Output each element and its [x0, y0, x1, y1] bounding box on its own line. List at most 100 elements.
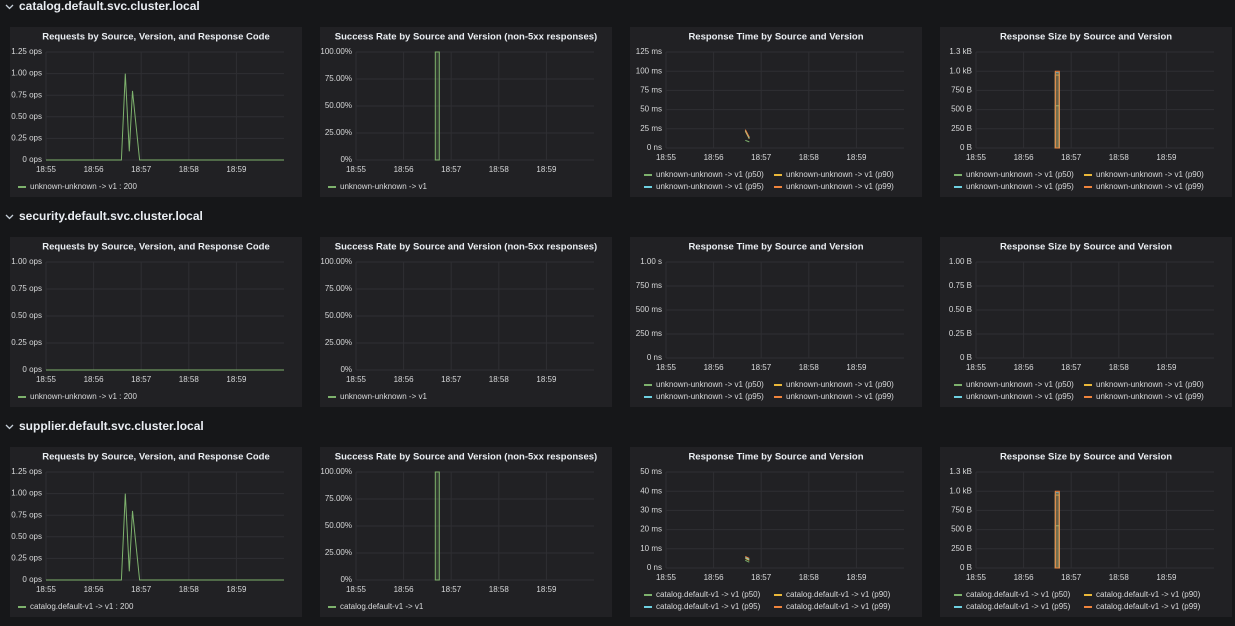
legend-label[interactable]: unknown-unknown -> v1 : 200 — [30, 392, 138, 401]
y-tick-label: 25.00% — [325, 128, 352, 137]
x-tick-label: 18:59 — [1156, 363, 1177, 372]
x-tick-label: 18:57 — [131, 585, 152, 594]
panel-title: Requests by Source, Version, and Respons… — [42, 32, 270, 43]
x-tick-label: 18:57 — [1061, 153, 1082, 162]
series-line — [46, 493, 284, 581]
y-tick-label: 10 ms — [640, 544, 662, 553]
legend-label[interactable]: catalog.default-v1 -> v1 (p95) — [656, 602, 761, 611]
y-tick-label: 250 B — [951, 544, 972, 553]
y-tick-label: 0 ns — [647, 353, 662, 362]
panel — [630, 447, 922, 617]
y-tick-label: 500 ms — [636, 305, 662, 314]
y-tick-label: 50.00% — [325, 521, 352, 530]
legend-label[interactable]: catalog.default-v1 -> v1 (p50) — [656, 590, 761, 599]
y-tick-label: 1.00 ops — [11, 257, 42, 266]
legend-label[interactable]: unknown-unknown -> v1 (p95) — [966, 182, 1074, 191]
x-tick-label: 18:57 — [751, 153, 772, 162]
y-tick-label: 0 B — [960, 353, 972, 362]
legend-label[interactable]: unknown-unknown -> v1 (p99) — [786, 392, 894, 401]
y-tick-label: 0% — [340, 365, 352, 374]
y-tick-label: 0 ops — [22, 575, 42, 584]
legend-label[interactable]: unknown-unknown -> v1 (p95) — [656, 182, 764, 191]
x-tick-label: 18:55 — [656, 363, 677, 372]
legend-label[interactable]: catalog.default-v1 -> v1 (p99) — [786, 602, 891, 611]
y-tick-label: 0.25 ops — [11, 134, 42, 143]
x-tick-label: 18:57 — [441, 585, 462, 594]
y-tick-label: 0.25 ops — [11, 338, 42, 347]
panel — [10, 27, 302, 197]
legend-label[interactable]: unknown-unknown -> v1 — [340, 182, 427, 191]
x-tick-label: 18:57 — [131, 165, 152, 174]
panel-title: Success Rate by Source and Version (non-… — [335, 32, 597, 43]
x-tick-label: 18:55 — [346, 585, 367, 594]
x-tick-label: 18:58 — [799, 573, 820, 582]
y-tick-label: 75 ms — [640, 86, 662, 95]
x-tick-label: 18:59 — [846, 153, 867, 162]
legend-label[interactable]: unknown-unknown -> v1 — [340, 392, 427, 401]
x-tick-label: 18:56 — [84, 375, 105, 384]
series-area — [1054, 70, 1060, 149]
legend-label[interactable]: catalog.default-v1 -> v1 : 200 — [30, 602, 134, 611]
x-tick-label: 18:59 — [1156, 153, 1177, 162]
legend-label[interactable]: unknown-unknown -> v1 (p99) — [1096, 392, 1204, 401]
legend-label[interactable]: unknown-unknown -> v1 (p95) — [656, 392, 764, 401]
panel — [940, 27, 1232, 197]
legend-label[interactable]: catalog.default-v1 -> v1 (p90) — [786, 590, 891, 599]
legend-label[interactable]: unknown-unknown -> v1 (p90) — [786, 380, 894, 389]
y-tick-label: 0.75 ops — [11, 510, 42, 519]
x-tick-label: 18:59 — [226, 585, 247, 594]
legend-label[interactable]: unknown-unknown -> v1 (p99) — [1096, 182, 1204, 191]
legend-label[interactable]: unknown-unknown -> v1 (p50) — [656, 170, 764, 179]
section-title[interactable]: security.default.svc.cluster.local — [19, 209, 203, 223]
panel — [320, 27, 612, 197]
section-title[interactable]: supplier.default.svc.cluster.local — [19, 419, 204, 433]
y-tick-label: 0.50 ops — [11, 532, 42, 541]
y-tick-label: 20 ms — [640, 525, 662, 534]
x-tick-label: 18:56 — [394, 375, 415, 384]
legend-label[interactable]: unknown-unknown -> v1 (p50) — [966, 170, 1074, 179]
panel-title: Requests by Source, Version, and Respons… — [42, 452, 270, 463]
y-tick-label: 0.75 ops — [11, 284, 42, 293]
panel — [940, 447, 1232, 617]
y-tick-label: 25.00% — [325, 338, 352, 347]
y-tick-label: 0.50 ops — [11, 311, 42, 320]
legend-label[interactable]: unknown-unknown -> v1 (p95) — [966, 392, 1074, 401]
section-title[interactable]: catalog.default.svc.cluster.local — [19, 0, 200, 13]
y-tick-label: 500 B — [951, 525, 972, 534]
y-tick-label: 100.00% — [320, 467, 352, 476]
panel — [320, 237, 612, 407]
x-tick-label: 18:55 — [966, 573, 987, 582]
legend-label[interactable]: catalog.default-v1 -> v1 — [340, 602, 424, 611]
legend-label[interactable]: unknown-unknown -> v1 (p90) — [1096, 380, 1204, 389]
collapse-chevron[interactable] — [5, 424, 14, 430]
series-line — [745, 559, 750, 563]
y-tick-label: 0.25 B — [949, 329, 972, 338]
collapse-chevron[interactable] — [5, 4, 14, 10]
legend-label[interactable]: catalog.default-v1 -> v1 (p95) — [966, 602, 1071, 611]
legend-label[interactable]: unknown-unknown -> v1 (p50) — [966, 380, 1074, 389]
x-tick-label: 18:59 — [226, 375, 247, 384]
panel-title: Response Time by Source and Version — [688, 32, 863, 43]
x-tick-label: 18:55 — [346, 165, 367, 174]
x-tick-label: 18:55 — [36, 375, 57, 384]
legend-label[interactable]: unknown-unknown -> v1 (p50) — [656, 380, 764, 389]
series-area — [434, 471, 440, 581]
panel-title: Requests by Source, Version, and Respons… — [42, 242, 270, 253]
legend-label[interactable]: catalog.default-v1 -> v1 (p99) — [1096, 602, 1201, 611]
x-tick-label: 18:57 — [441, 375, 462, 384]
panel — [940, 237, 1232, 407]
y-tick-label: 40 ms — [640, 486, 662, 495]
legend-label[interactable]: catalog.default-v1 -> v1 (p90) — [1096, 590, 1201, 599]
legend-label[interactable]: unknown-unknown -> v1 (p99) — [786, 182, 894, 191]
legend-label[interactable]: catalog.default-v1 -> v1 (p50) — [966, 590, 1071, 599]
legend-label[interactable]: unknown-unknown -> v1 (p90) — [786, 170, 894, 179]
x-tick-label: 18:56 — [1014, 363, 1035, 372]
collapse-chevron[interactable] — [5, 214, 14, 220]
x-tick-label: 18:56 — [84, 165, 105, 174]
series-area — [434, 51, 440, 161]
x-tick-label: 18:56 — [704, 363, 725, 372]
legend-label[interactable]: unknown-unknown -> v1 (p90) — [1096, 170, 1204, 179]
y-tick-label: 25.00% — [325, 548, 352, 557]
y-tick-label: 0% — [340, 155, 352, 164]
legend-label[interactable]: unknown-unknown -> v1 : 200 — [30, 182, 138, 191]
